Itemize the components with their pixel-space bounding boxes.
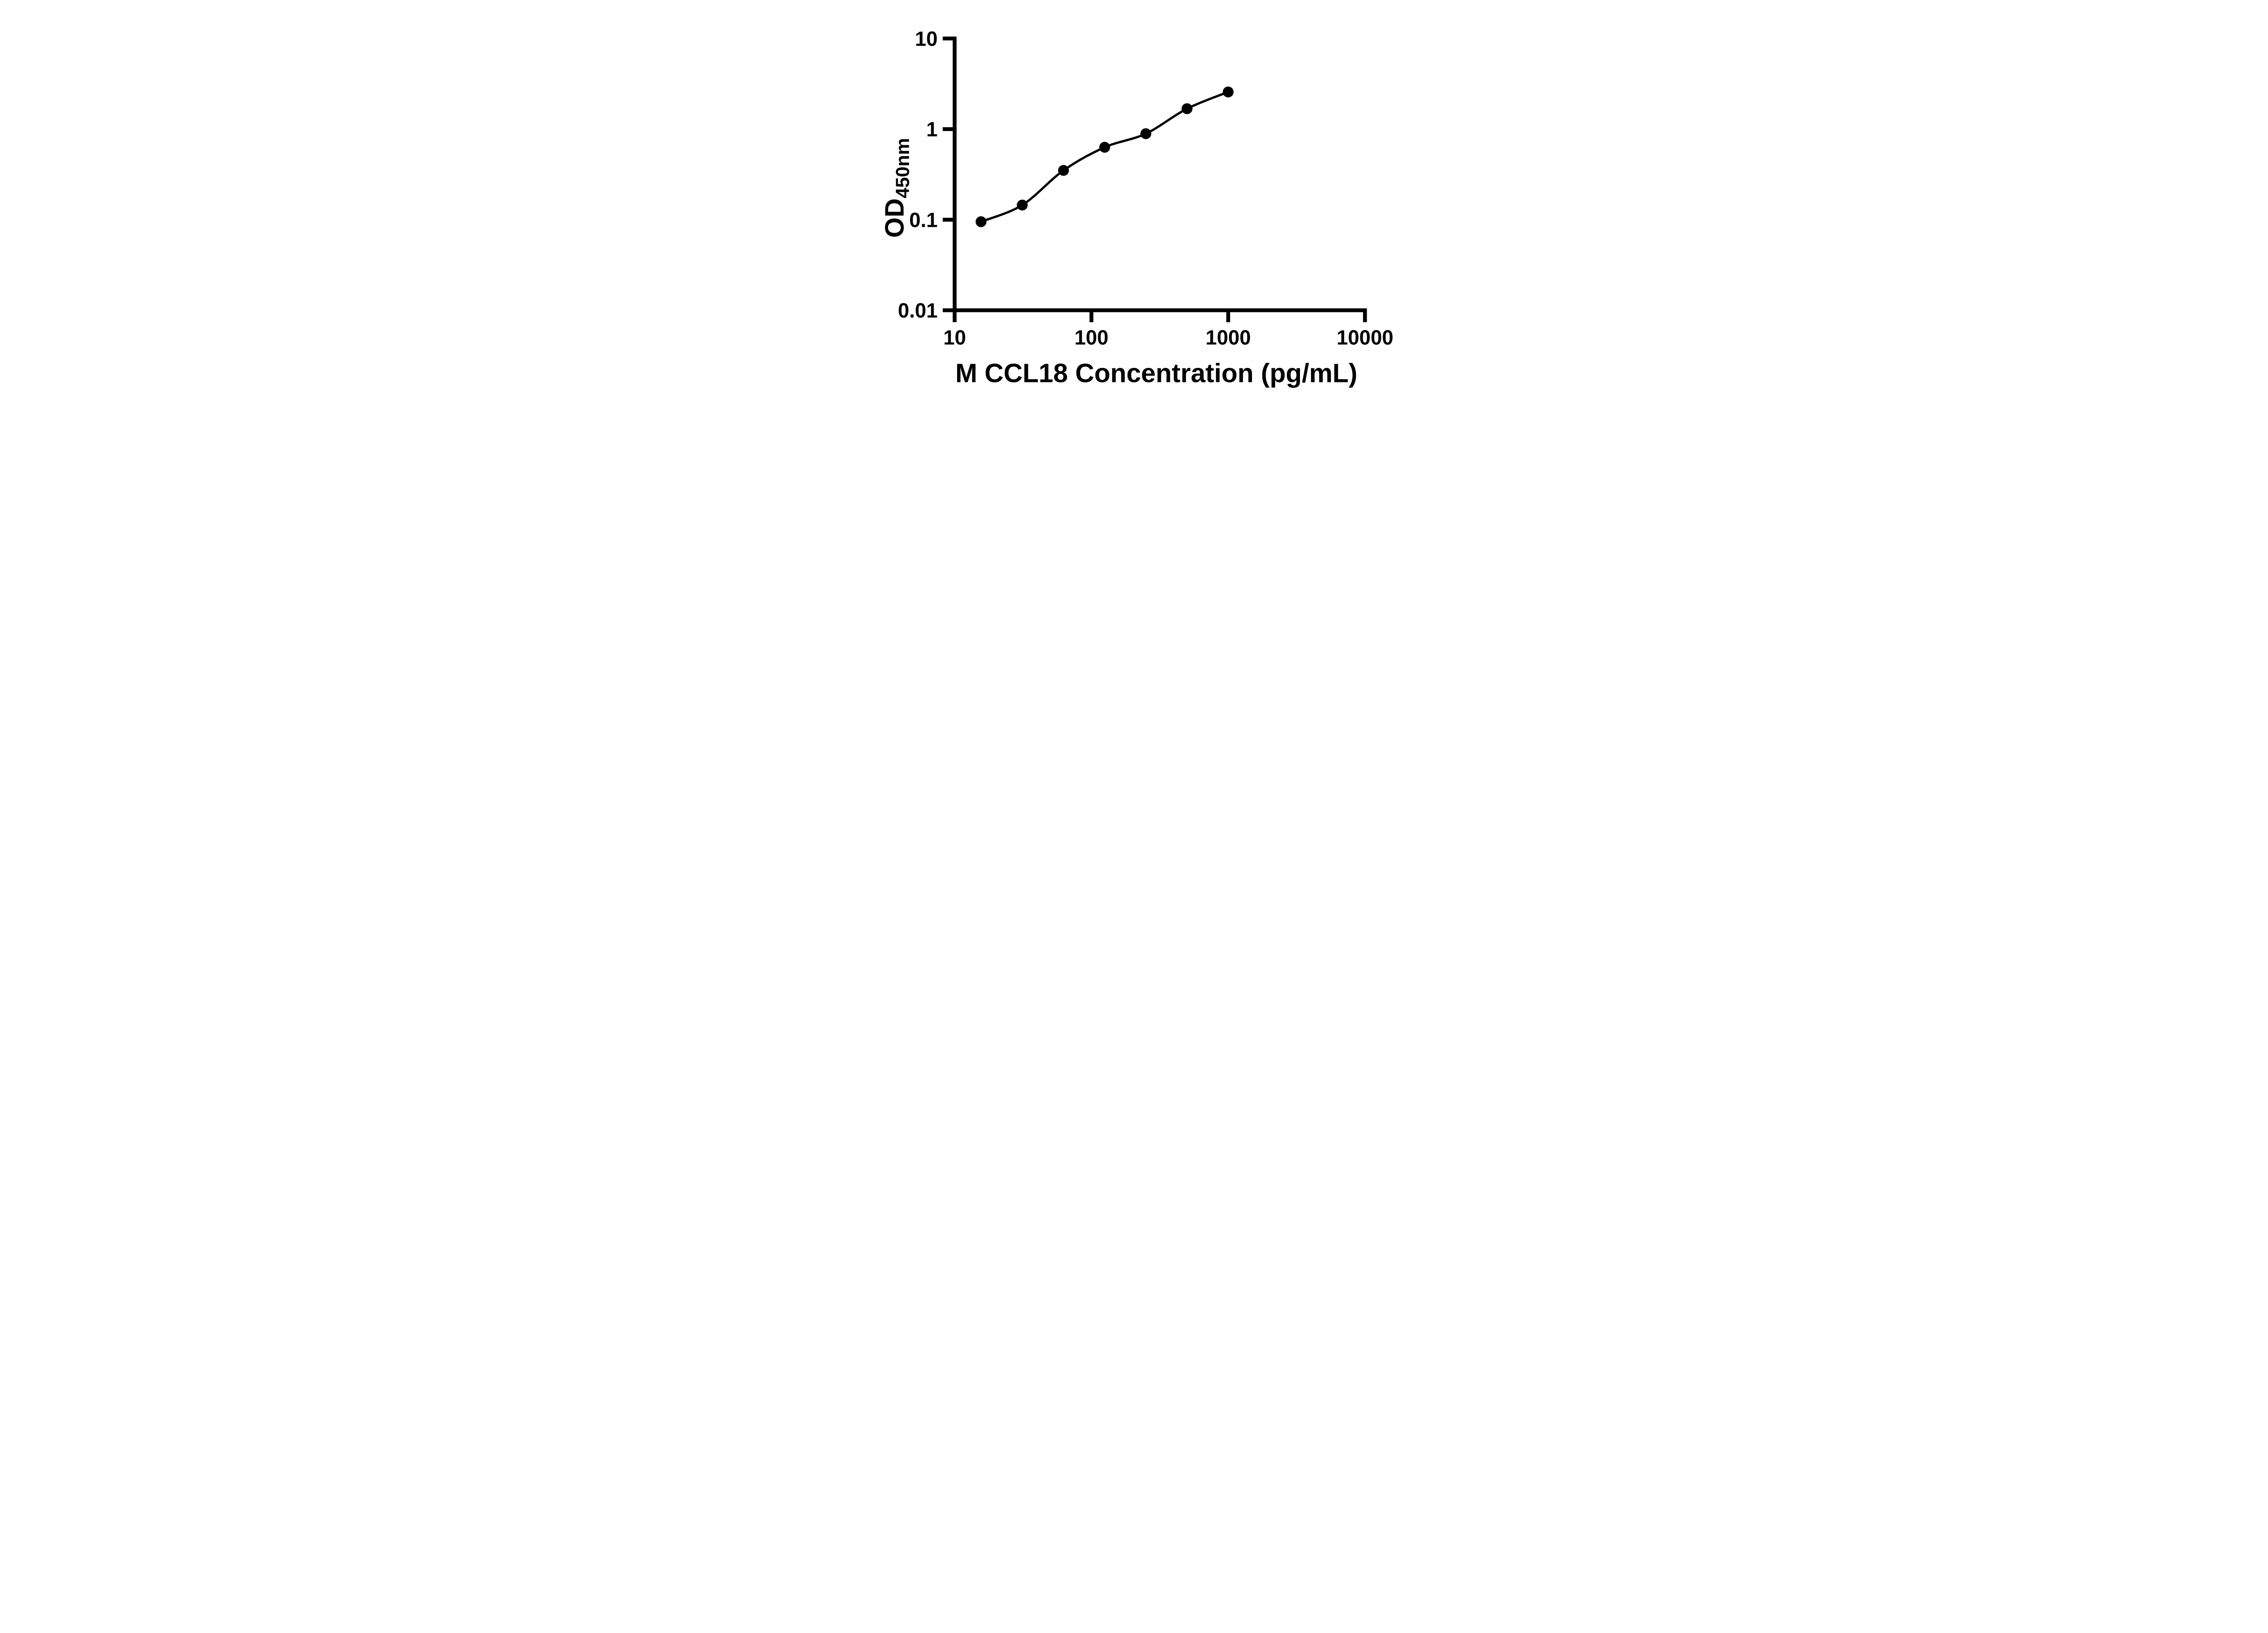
y-axis-title: OD450nm: [880, 138, 913, 238]
data-point: [1181, 103, 1193, 114]
x-tick-label: 1000: [1206, 326, 1251, 349]
y-tick-label: 1: [926, 118, 938, 141]
data-point: [1058, 165, 1069, 176]
x-axis-title: M CCL18 Concentration (pg/mL): [955, 358, 1357, 388]
x-tick-label: 100: [1075, 326, 1109, 349]
figure-container: 10 100 1000 10000 10 1 0.1 0.01 M CCL18 Concent…: [842, 0, 1426, 409]
y-tick-label: 0.01: [898, 299, 938, 322]
y-axis-title-main: OD: [880, 198, 909, 238]
data-point: [1099, 142, 1110, 153]
y-tick-label: 10: [915, 27, 938, 50]
plot-area: 10 100 1000 10000 10 1 0.1 0.01: [898, 27, 1393, 349]
data-point: [1140, 128, 1152, 139]
x-tick-label: 10: [943, 326, 966, 349]
standard-curve-chart: 10 100 1000 10000 10 1 0.1 0.01 M CCL18 Concent…: [880, 27, 1393, 388]
data-point: [1017, 200, 1028, 211]
x-tick-label: 10000: [1337, 326, 1393, 349]
y-axis-title-subscript: 450nm: [892, 138, 913, 198]
data-point: [975, 216, 987, 227]
y-tick-label: 0.1: [909, 208, 938, 231]
data-point: [1222, 86, 1234, 98]
